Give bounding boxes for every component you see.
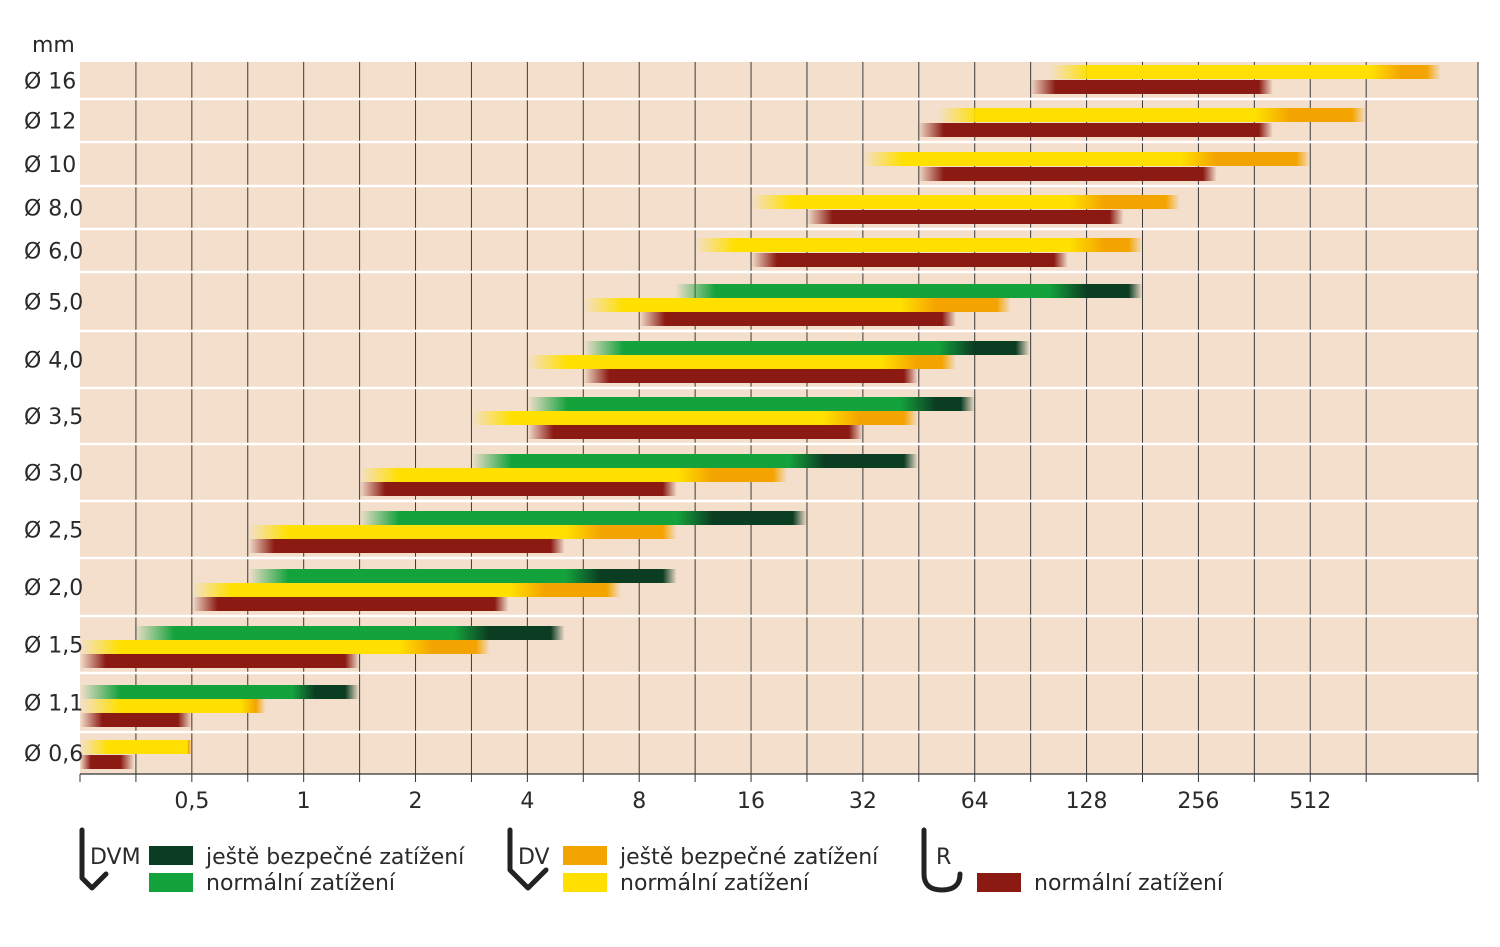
r-hook-icon <box>921 827 963 893</box>
legend-r-normal-label: normální zatížení <box>1034 871 1224 896</box>
legend-dvm-safe-swatch <box>149 846 193 865</box>
bar-r <box>80 713 192 727</box>
row-labels: Ø 16 Ø 12 Ø 10 Ø 8,0 Ø 6,0 Ø 5,0 Ø 4,0 Ø 3,5 Ø 3… <box>24 70 83 768</box>
row-label: Ø 5,0 <box>24 291 83 316</box>
x-tick-label: 8 <box>632 789 646 814</box>
bar-r <box>359 482 677 496</box>
bar-dv <box>527 355 957 369</box>
bar-r <box>80 654 360 668</box>
bar-r <box>751 253 1068 267</box>
x-tick-label: 1 <box>297 789 311 814</box>
bar-dvm <box>248 569 677 583</box>
x-tick-label: 0,5 <box>174 789 209 814</box>
legend-dv-safe-label: ještě bezpečné zatížení <box>619 845 879 870</box>
bar-dvm <box>134 626 565 640</box>
x-tick-labels: 0,5 1 2 4 8 16 32 64 128 256 512 <box>174 789 1331 814</box>
row-label: Ø 1,5 <box>24 634 83 659</box>
row-label: Ø 6,0 <box>24 240 83 265</box>
row-label: Ø 4,0 <box>24 349 83 374</box>
legend-r: R normální zatížení <box>921 827 1224 896</box>
bar-dvm <box>471 454 918 468</box>
legend-r-code: R <box>936 845 951 870</box>
x-tick-label: 256 <box>1177 789 1219 814</box>
x-tick-label: 512 <box>1289 789 1331 814</box>
bar-dvm <box>80 685 360 699</box>
bar-r <box>80 755 135 769</box>
x-tick-label: 64 <box>961 789 989 814</box>
unit-label: mm <box>32 33 75 58</box>
legend-dvm-normal-label: normální zatížení <box>206 871 396 896</box>
bar-dv <box>751 195 1180 209</box>
x-tick-label: 128 <box>1066 789 1108 814</box>
bar-r <box>639 312 957 326</box>
row-label: Ø 3,5 <box>24 405 83 430</box>
bar-r <box>917 167 1217 181</box>
bar-dvm <box>359 511 807 525</box>
bar-r <box>527 425 863 439</box>
row-label: Ø 2,0 <box>24 576 83 601</box>
bar-dv <box>938 108 1367 122</box>
bar-dvm <box>583 341 1030 355</box>
x-tick-label: 4 <box>520 789 534 814</box>
bar-dv <box>1049 65 1441 79</box>
bar-r <box>248 539 565 553</box>
x-tick-label: 16 <box>737 789 765 814</box>
row-label: Ø 1,1 <box>24 692 83 717</box>
row-label: Ø 0,6 <box>24 742 83 767</box>
bar-r <box>806 210 1124 224</box>
dvm-hook-icon <box>79 827 109 891</box>
legend-dvm: DVM ještě bezpečné zatížení normální zat… <box>79 827 465 896</box>
row-label: Ø 16 <box>24 70 76 95</box>
bar-dv <box>80 740 192 754</box>
legend-dv-normal-label: normální zatížení <box>620 871 810 896</box>
bar-r <box>191 597 509 611</box>
bar-dv <box>248 525 677 539</box>
bar-dv <box>191 583 621 597</box>
bar-dv <box>80 699 266 713</box>
row-separators <box>80 97 1478 734</box>
bar-r <box>917 123 1273 137</box>
legend-dvm-safe-label: ještě bezpečné zatížení <box>205 845 465 870</box>
legend-dv-safe-swatch <box>563 846 607 865</box>
bar-dv <box>471 411 918 425</box>
row-label: Ø 2,5 <box>24 519 83 544</box>
bar-dv <box>694 238 1143 252</box>
legend-dv-normal-swatch <box>563 873 607 892</box>
bar-dv <box>583 298 1011 312</box>
bar-dvm <box>675 284 1143 298</box>
bar-dv <box>80 640 490 654</box>
row-label: Ø 12 <box>24 110 76 135</box>
bar-r <box>1029 80 1273 94</box>
row-label: Ø 8,0 <box>24 197 83 222</box>
x-ticks <box>79 774 1367 782</box>
bar-dv <box>862 152 1311 166</box>
legend-dvm-code: DVM <box>90 845 141 870</box>
legend-dvm-normal-swatch <box>149 873 193 892</box>
dv-hook-icon <box>507 827 549 891</box>
bar-dv <box>359 468 788 482</box>
legend-dv: DV ještě bezpečné zatížení normální zatí… <box>507 827 879 896</box>
bar-r <box>583 369 918 383</box>
legend-dv-code: DV <box>518 845 550 870</box>
bars <box>80 65 1441 769</box>
x-tick-label: 2 <box>409 789 423 814</box>
x-tick-label: 32 <box>849 789 877 814</box>
bar-dvm <box>527 397 975 411</box>
row-label: Ø 3,0 <box>24 462 83 487</box>
row-label: Ø 10 <box>24 153 76 178</box>
legend-r-normal-swatch <box>977 873 1021 892</box>
